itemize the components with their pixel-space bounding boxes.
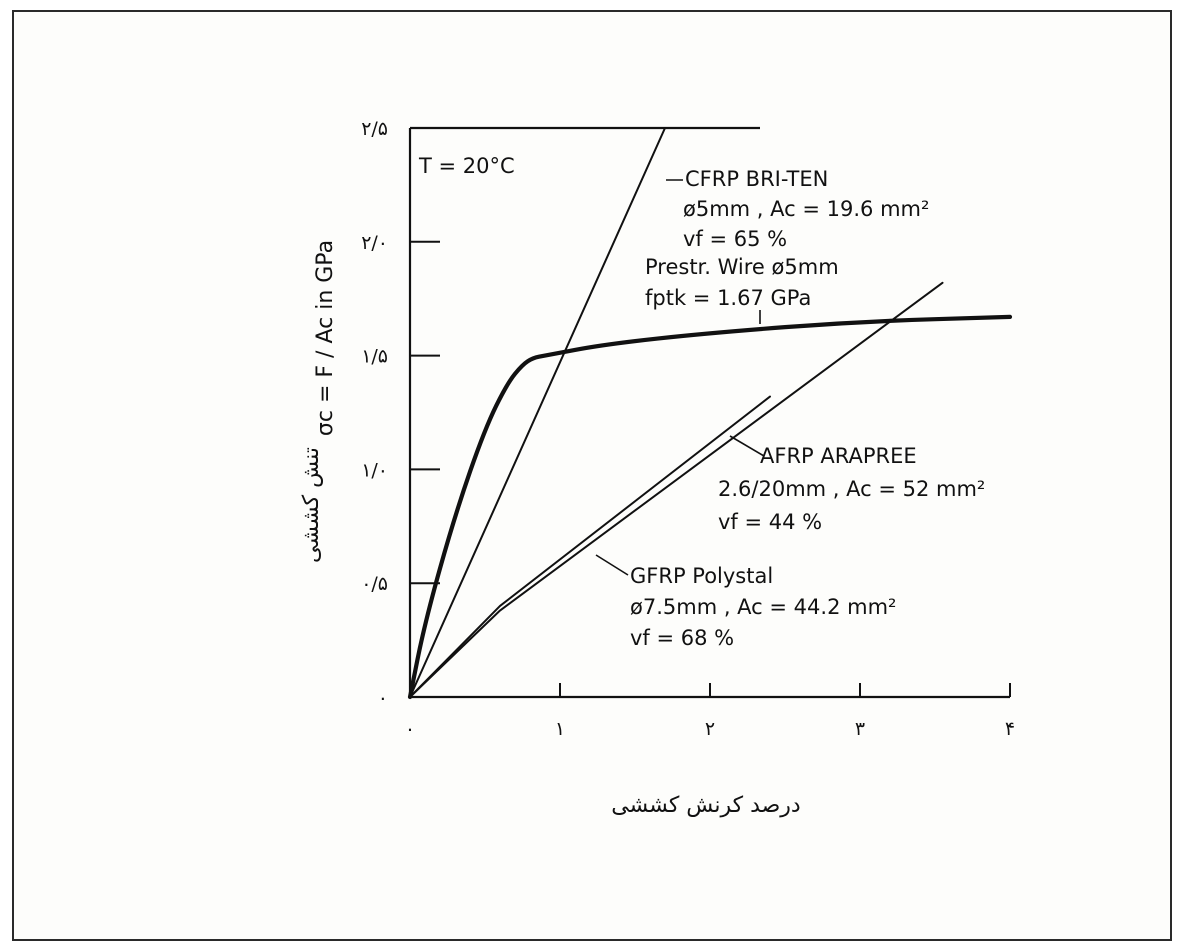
series-line-afrp-arapree	[409, 395, 771, 698]
series-line-cfrp-bri-ten	[409, 127, 666, 698]
y-tick-label: ۰/۵	[361, 573, 388, 595]
wire-detail-1: fptk = 1.67 GPa	[645, 286, 811, 310]
x-tick-label: ۳	[855, 718, 865, 740]
cfrp-label: CFRP BRI-TEN	[685, 167, 828, 191]
y-tick-label: ۲/۰	[361, 232, 388, 254]
axes: ۰ ۱ ۲ ۳ ۴ ۰ ۰/۵ ۱/۰ ۱/۵ ۲/۰ ۲/۵	[361, 118, 1015, 740]
x-tick-label: ۲	[705, 718, 715, 740]
gfrp-detail-1: ø7.5mm , Ac = 44.2 mm²	[630, 595, 896, 619]
cfrp-detail-2: vf = 65 %	[683, 227, 787, 251]
gfrp-leader	[595, 554, 629, 576]
afrp-leader	[729, 435, 765, 457]
temperature-label: T = 20°C	[418, 154, 515, 178]
x-tick-label: ۰	[405, 718, 415, 740]
series-layer	[407, 127, 1013, 700]
y-axis-text-label: تنش کششی	[299, 447, 324, 563]
y-tick-label: ۱/۰	[361, 459, 388, 481]
cfrp-detail-1: ø5mm , Ac = 19.6 mm²	[683, 197, 929, 221]
figure-frame	[12, 10, 1172, 941]
afrp-label: AFRP ARAPREE	[760, 444, 917, 468]
x-axis-label: درصد کرنش کششی	[611, 793, 800, 818]
y-tick-label: ۱/۵	[361, 346, 388, 368]
y-tick-label: ۰	[378, 687, 388, 709]
afrp-detail-1: 2.6/20mm , Ac = 52 mm²	[718, 477, 985, 501]
wire-label: Prestr. Wire ø5mm	[645, 255, 839, 279]
series-line-prestr-wire-5mm	[407, 314, 1013, 700]
x-tick-label: ۴	[1005, 718, 1015, 740]
gfrp-label: GFRP Polystal	[630, 564, 773, 588]
gfrp-detail-2: vf = 68 %	[630, 626, 734, 650]
afrp-detail-2: vf = 44 %	[718, 510, 822, 534]
y-tick-label: ۲/۵	[361, 118, 388, 140]
y-axis-symbol-label: σc = F / Ac in GPa	[313, 240, 338, 436]
series-line-gfrp-polystal	[409, 281, 944, 698]
x-tick-label: ۱	[555, 718, 565, 740]
